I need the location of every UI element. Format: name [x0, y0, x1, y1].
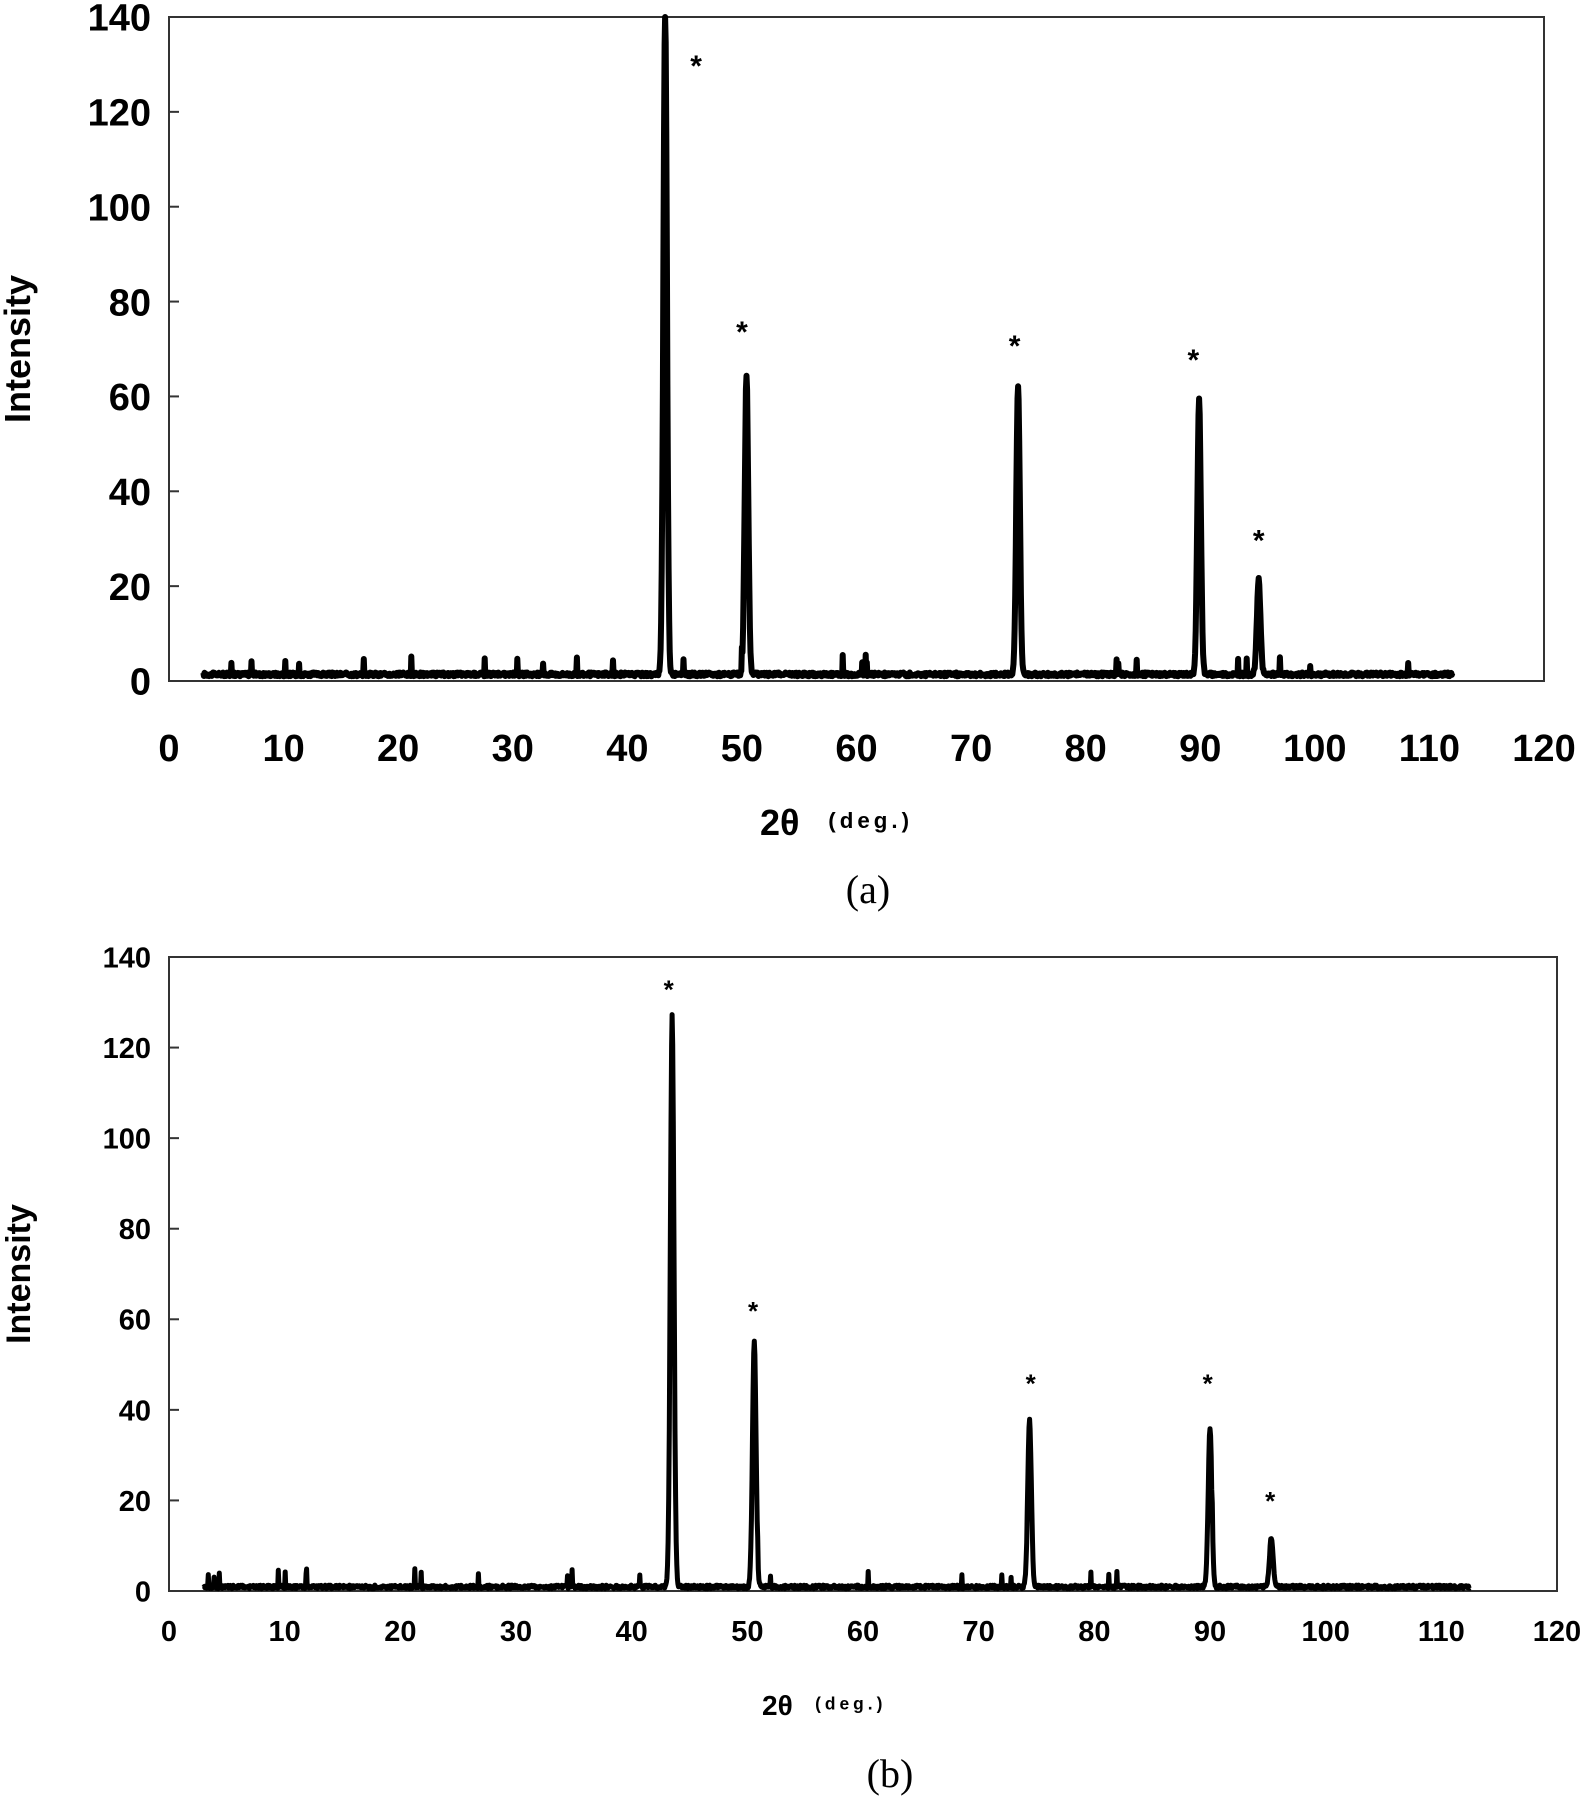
peak-marker-asterisk: *: [1203, 1368, 1214, 1398]
y-tick-label: 20: [109, 567, 151, 609]
y-tick-label: 80: [109, 282, 151, 324]
peak-marker-asterisk: *: [1188, 344, 1200, 377]
y-tick-label: 0: [135, 1576, 151, 1608]
plot-frame: [168, 956, 1558, 1592]
y-tick-label: 140: [103, 942, 151, 974]
x-tick-label: 110: [1399, 728, 1460, 770]
y-tick-label: 20: [119, 1486, 151, 1518]
caption-a: (a): [845, 867, 891, 912]
x-tick-label: 0: [158, 728, 179, 770]
x-tick-label: 120: [1533, 1616, 1581, 1648]
y-tick-label: 60: [119, 1305, 151, 1337]
chart-panel-a: 0 20 40 60 80 100 120 140 0 10 20 30 40 50 60 70 80 90 100…: [0, 0, 1576, 912]
y-tick-label: 140: [88, 0, 151, 40]
x-tick-label: 20: [384, 1616, 416, 1648]
y-tick-label: 100: [103, 1124, 151, 1156]
x-tick-label: 120: [1512, 728, 1575, 770]
x-tick-label: 70: [950, 728, 992, 770]
x-tick-label: 70: [963, 1616, 995, 1648]
y-tick-label: 40: [119, 1395, 151, 1427]
x-tick-label: 50: [731, 1616, 763, 1648]
y-tick-label: 100: [88, 187, 151, 229]
x-tick-label: 10: [269, 1616, 301, 1648]
x-tick-label: 30: [500, 1616, 532, 1648]
x-axis-label: 2θ (deg.): [762, 1690, 886, 1721]
x-tick-label: 80: [1078, 1616, 1110, 1648]
peak-marker-asterisk: *: [664, 974, 675, 1004]
x-tick-label: 80: [1065, 728, 1107, 770]
peak-marker-asterisk: *: [1009, 330, 1021, 363]
x-tick-label: 50: [721, 728, 763, 770]
x-tick-label: 90: [1179, 728, 1221, 770]
x-tick-label: 60: [835, 728, 877, 770]
x-axis-label: 2θ (deg.): [760, 802, 913, 843]
peak-marker-asterisk: *: [748, 1296, 759, 1326]
peak-marker-asterisk: *: [1265, 1486, 1276, 1516]
xrd-chart-a: 0 20 40 60 80 100 120 140 0 10 20 30 40 50 60 70 80 90 100…: [0, 0, 1576, 843]
x-tick-label: 30: [492, 728, 534, 770]
peak-marker-asterisk: *: [736, 316, 748, 349]
plot-frame: [168, 16, 1545, 682]
y-tick-label: 0: [130, 662, 151, 704]
x-tick-label: 40: [606, 728, 648, 770]
y-axis-label: Intensity: [0, 1204, 38, 1344]
x-tick-label: 100: [1301, 1616, 1349, 1648]
y-tick-label: 120: [88, 93, 151, 135]
peak-marker-asterisk: *: [1253, 524, 1265, 557]
x-tick-label: 40: [616, 1616, 648, 1648]
peak-marker-asterisk: *: [1026, 1368, 1037, 1398]
y-tick-label: 80: [119, 1214, 151, 1246]
x-tick-label: 0: [161, 1616, 177, 1648]
diffraction-pattern-line: [200, 14, 1456, 680]
x-tick-label: 60: [847, 1616, 879, 1648]
x-tick-label: 20: [377, 728, 419, 770]
peak-marker-asterisk: *: [690, 50, 702, 83]
y-tick-label: 40: [109, 472, 151, 514]
diffraction-pattern-line: [201, 1012, 1473, 1592]
y-axis-label: Intensity: [0, 275, 38, 423]
y-tick-label: 120: [103, 1033, 151, 1065]
caption-b: (b): [866, 1751, 914, 1796]
x-tick-label: 90: [1194, 1616, 1226, 1648]
x-tick-label: 100: [1283, 728, 1346, 770]
x-tick-label: 110: [1418, 1616, 1465, 1648]
y-tick-label: 60: [109, 377, 151, 419]
x-tick-label: 10: [262, 728, 304, 770]
